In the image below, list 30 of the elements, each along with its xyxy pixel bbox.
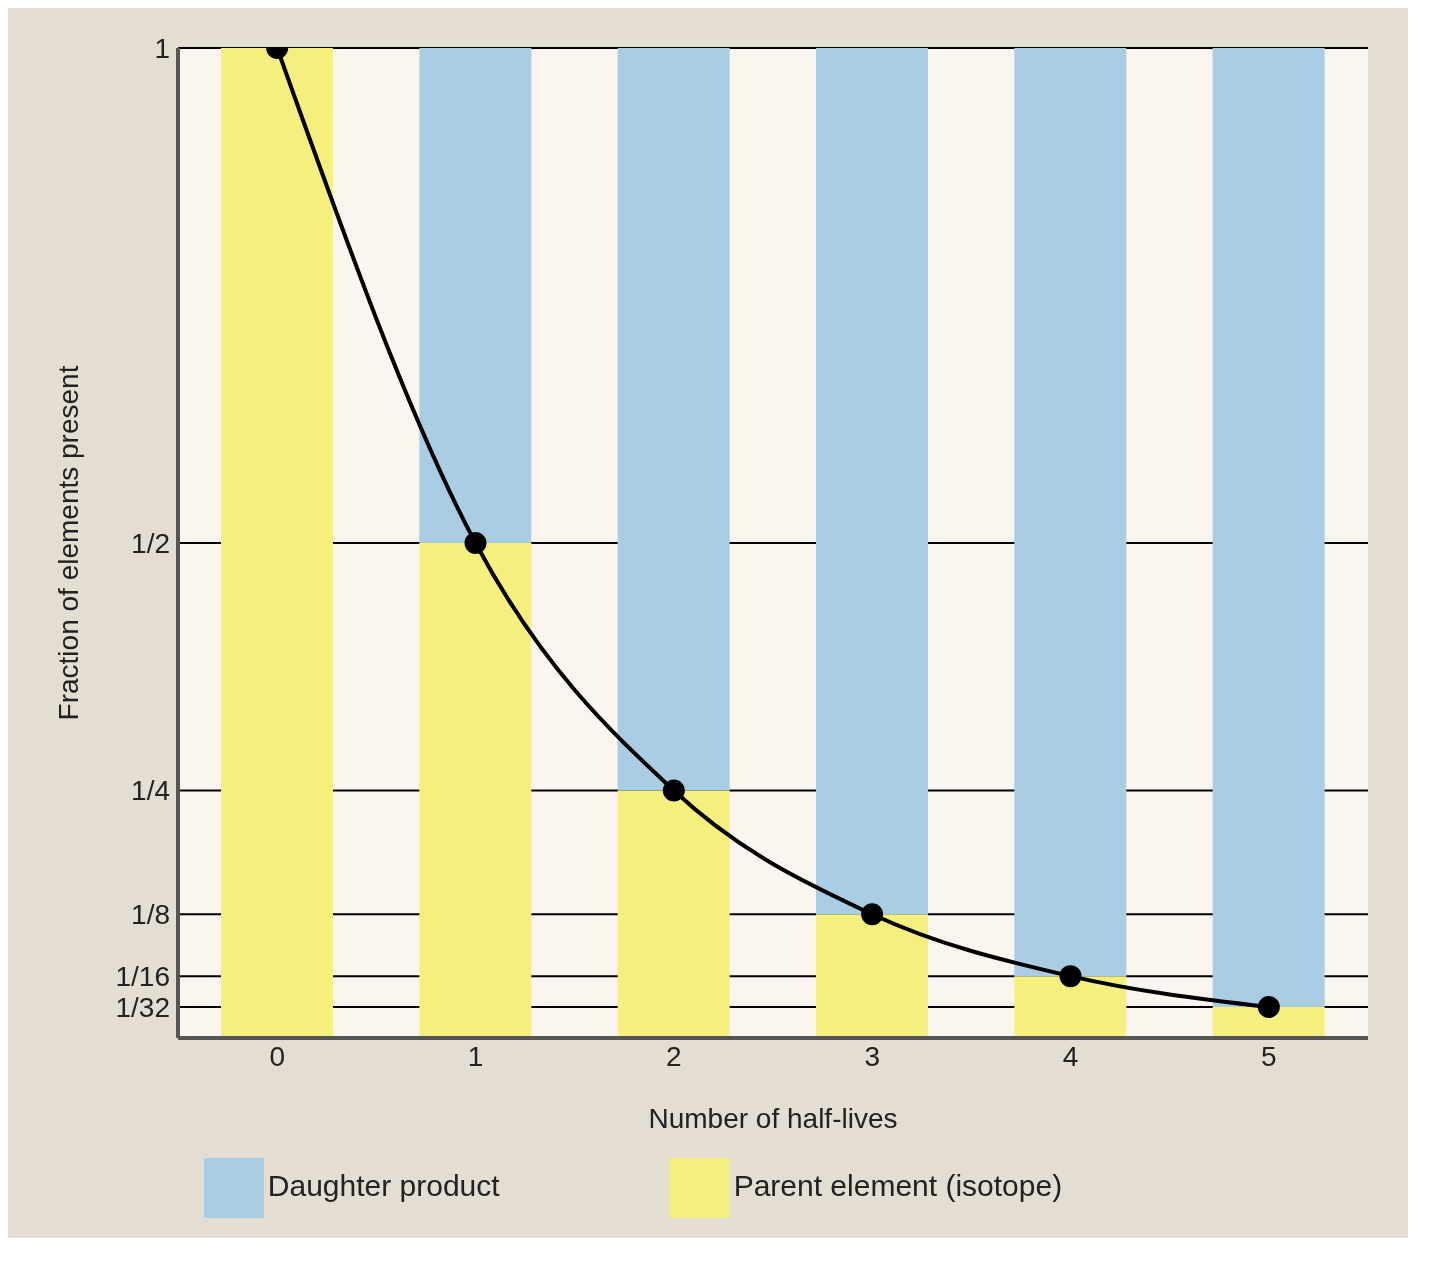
bar xyxy=(1212,48,1325,1008)
point xyxy=(1059,965,1082,988)
bar xyxy=(816,914,928,1038)
bar xyxy=(1014,48,1127,977)
bar xyxy=(617,48,730,791)
x-tick-label: 5 xyxy=(1261,1040,1277,1072)
y-axis-title: Fraction of elements present xyxy=(52,365,84,721)
x-tick-label: 0 xyxy=(269,1040,285,1072)
bar xyxy=(617,790,730,1038)
x-tick-label: 3 xyxy=(864,1040,880,1072)
bar xyxy=(221,48,333,1038)
bar xyxy=(1014,976,1127,1038)
y-tick-label: 1 xyxy=(154,32,170,64)
point xyxy=(662,779,685,802)
x-axis-title: Number of half-lives xyxy=(648,1103,898,1134)
legend-label: Parent element (isotope) xyxy=(733,1168,1063,1202)
x-tick-label: 1 xyxy=(467,1040,484,1072)
bar xyxy=(816,48,928,915)
point xyxy=(1257,996,1280,1019)
y-tick-label: 1/2 xyxy=(131,527,170,559)
y-tick-label: 1/32 xyxy=(115,992,170,1023)
bar xyxy=(419,543,532,1038)
bar xyxy=(419,48,532,543)
y-tick-label: 1/16 xyxy=(115,961,170,993)
x-tick-label: 4 xyxy=(1062,1040,1079,1072)
y-tick-label: 1/8 xyxy=(131,899,170,931)
y-tick-label: 1/4 xyxy=(131,775,170,807)
x-tick-label: 2 xyxy=(666,1040,682,1072)
point xyxy=(861,903,884,926)
legend-label: Daughter product xyxy=(267,1168,500,1202)
